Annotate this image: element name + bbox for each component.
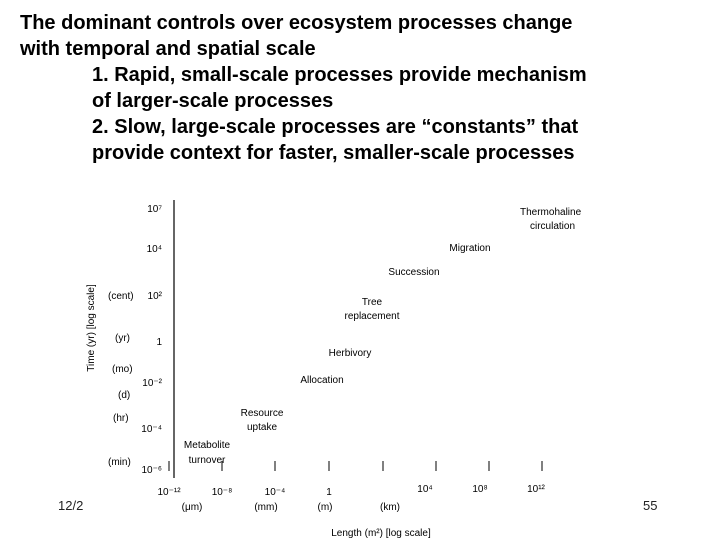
process-label-succession: Succession [388,267,439,278]
footer-date: 12/2 [58,498,84,513]
process-label-thermohaline-circulation: Thermohaline circulation [520,207,582,232]
process-label-line: Thermohaline [520,207,582,218]
process-label-allocation: Allocation [300,375,343,386]
process-label-line: Tree [362,297,383,308]
process-label-line: Resource [241,408,284,419]
process-label-line: Herbivory [329,348,372,359]
y-unit-label: (mo) [112,364,133,375]
process-label-herbivory: Herbivory [329,348,372,359]
point-2-line-2: provide context for faster, smaller-scal… [92,142,575,164]
x-tick-label: 10⁻¹² [157,487,181,498]
process-label-line: circulation [530,221,575,232]
process-label-line: Migration [449,243,490,254]
process-label-line: replacement [344,311,399,322]
x-axis-title: Length (m²) [log scale] [331,528,431,539]
process-label-resource-uptake: Resource uptake [241,408,284,433]
y-tick-label: 10⁴ [147,244,162,255]
x-tick-label: 10⁴ [417,484,432,495]
heading-line-1: The dominant controls over ecosystem pro… [20,12,573,34]
y-unit-label: (cent) [108,291,134,302]
x-tick-label: 10⁻⁸ [212,487,233,498]
y-axis-title: Time (yr) [log scale] [86,284,97,372]
x-tick-label: 10¹² [527,484,545,495]
page-number: 55 [643,498,658,513]
y-tick-label: 10⁻⁴ [141,424,162,435]
x-unit-label: (mm) [254,502,277,513]
heading-line-2: with temporal and spatial scale [20,38,316,60]
y-unit-label: (hr) [113,413,129,424]
y-tick-label: 10⁻⁶ [141,465,162,476]
point-1-line-2: of larger-scale processes [92,90,334,112]
point-2-line-1: 2. Slow, large-scale processes are “cons… [92,116,579,138]
x-tick-label: 1 [326,487,332,498]
y-tick-label: 1 [156,337,162,348]
y-unit-label: (yr) [115,333,130,344]
process-label-line: Metabolite [184,440,231,451]
x-unit-label: (μm) [182,502,203,513]
y-unit-label: (d) [118,390,130,401]
x-tick-label: 10⁸ [472,484,487,495]
x-unit-label: (m) [318,502,333,513]
y-unit-label: (min) [108,457,131,468]
x-tick-label: 10⁻⁴ [265,487,286,498]
y-tick-label: 10² [148,291,163,302]
process-label-line: Allocation [300,375,343,386]
point-1-line-1: 1. Rapid, small-scale processes provide … [92,64,587,86]
process-label-migration: Migration [449,243,490,254]
slide-heading: The dominant controls over ecosystem pro… [20,10,710,166]
process-label-line: turnover [189,455,226,466]
y-tick-label: 10⁻² [142,378,162,389]
process-label-metabolite-turnover: Metabolite turnover [184,440,231,466]
process-label-line: Succession [388,267,439,278]
process-label-tree-replacement: Tree replacement [344,297,399,322]
x-unit-label: (km) [380,502,400,513]
process-label-line: uptake [247,422,277,433]
y-tick-label: 10⁷ [147,204,162,215]
